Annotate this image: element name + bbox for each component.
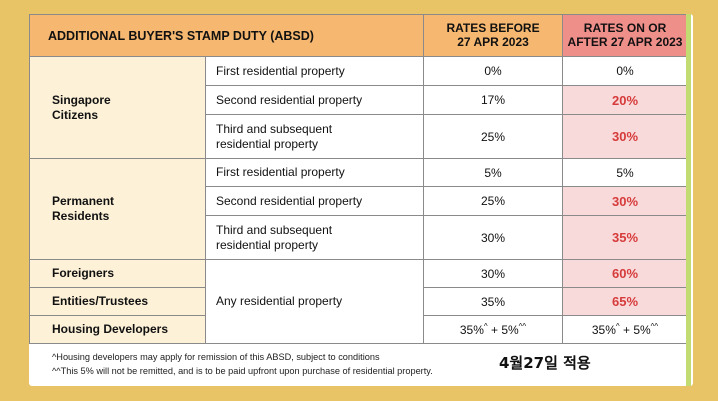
rate-before: 30% <box>423 215 564 260</box>
row-description-line1: Third and subsequent <box>216 222 333 237</box>
rate-base: 35% <box>591 323 616 337</box>
table-row: Second residential property 17% 20% <box>30 85 689 115</box>
table-row: Third and subsequent residential propert… <box>30 114 689 159</box>
footnotes: ^Housing developers may apply for remiss… <box>52 350 433 378</box>
rate-plus-marker: ^^ <box>650 322 659 331</box>
row-description: First residential property <box>204 158 425 187</box>
table-row: Entities/Trustees 35% 65% <box>29 287 689 316</box>
group-label-line1: Singapore <box>52 92 111 107</box>
group-label-line2: Residents <box>52 209 110 223</box>
rate-after-highlighted: 30% <box>562 114 689 159</box>
rates-after-header: RATES ON OR AFTER 27 APR 2023 <box>562 14 689 57</box>
rate-before: 5% <box>423 158 564 187</box>
row-description: Second residential property <box>204 186 425 216</box>
row-description-any-property: Any residential property <box>204 259 425 344</box>
table-row: Housing Developers 35%^ + 5%^^ 35%^ + 5%… <box>29 315 689 344</box>
row-description: First residential property <box>204 56 425 86</box>
rate-after-developers: 35%^ + 5%^^ <box>562 315 689 344</box>
rates-before-header: RATES BEFORE 27 APR 2023 <box>423 14 564 57</box>
rate-after-highlighted: 30% <box>562 186 689 216</box>
rate-before: 17% <box>423 85 564 115</box>
rates-before-line1: RATES BEFORE <box>446 20 540 35</box>
table-row: Permanent Residents First residential pr… <box>29 158 689 260</box>
group-permanent-residents: Permanent Residents <box>29 158 206 260</box>
row-description-line2: residential property <box>216 237 319 252</box>
group-housing-developers: Housing Developers <box>29 315 206 344</box>
row-description-line1: Third and subsequent <box>216 121 333 136</box>
rate-plus-marker: ^^ <box>518 322 527 331</box>
rate-before: 25% <box>423 114 564 159</box>
rate-after-highlighted: 20% <box>562 85 689 115</box>
rate-after-highlighted: 35% <box>562 215 689 260</box>
group-label-line2: Citizens <box>52 107 99 122</box>
rate-before: 25% <box>423 186 564 216</box>
rate-before: 30% <box>423 259 564 288</box>
rate-before: 35% <box>423 287 564 316</box>
table-title: ADDITIONAL BUYER'S STAMP DUTY (ABSD) <box>28 14 425 57</box>
row-description: Third and subsequent residential propert… <box>204 215 425 260</box>
absd-card: ADDITIONAL BUYER'S STAMP DUTY (ABSD) RAT… <box>28 14 693 386</box>
rate-after: 0% <box>562 56 689 86</box>
footnote-upfront: ^^This 5% will not be remitted, and is t… <box>52 366 433 376</box>
table-row: Singapore Citizens First residential pro… <box>29 56 689 159</box>
side-accent-strip <box>686 14 691 386</box>
rate-base-marker: ^ <box>483 322 488 331</box>
rate-before-developers: 35%^ + 5%^^ <box>423 315 564 344</box>
group-label-line1: Permanent <box>52 194 115 208</box>
rate-before: 0% <box>423 56 564 86</box>
group-singapore-citizens: Singapore Citizens <box>29 56 206 159</box>
rates-before-line2: 27 APR 2023 <box>457 34 529 49</box>
rates-after-line1: RATES ON OR <box>583 20 667 35</box>
rate-base-marker: ^ <box>615 322 620 331</box>
row-description: Second residential property <box>204 85 425 115</box>
rates-after-line2: AFTER 27 APR 2023 <box>567 34 683 49</box>
footnote-remission: ^Housing developers may apply for remiss… <box>52 352 380 362</box>
rate-plus: + 5% <box>619 323 651 337</box>
table-row: Third and subsequent residential propert… <box>30 215 689 260</box>
rate-after: 5% <box>562 158 689 187</box>
rate-after-highlighted: 65% <box>562 287 689 316</box>
row-description-line2: residential property <box>216 136 319 151</box>
rate-plus: + 5% <box>487 323 519 337</box>
group-foreigners: Foreigners <box>29 259 206 288</box>
absd-table: ADDITIONAL BUYER'S STAMP DUTY (ABSD) RAT… <box>28 14 689 344</box>
rate-after-highlighted: 60% <box>562 259 689 288</box>
group-entities-trustees: Entities/Trustees <box>29 287 206 316</box>
rate-base: 35% <box>459 323 484 337</box>
table-row: Foreigners Any residential property 30% … <box>29 259 689 344</box>
korean-effective-date-note: 4월27일 적용 <box>499 354 591 372</box>
row-description: Third and subsequent residential propert… <box>204 114 425 159</box>
header-row: ADDITIONAL BUYER'S STAMP DUTY (ABSD) RAT… <box>28 14 689 57</box>
